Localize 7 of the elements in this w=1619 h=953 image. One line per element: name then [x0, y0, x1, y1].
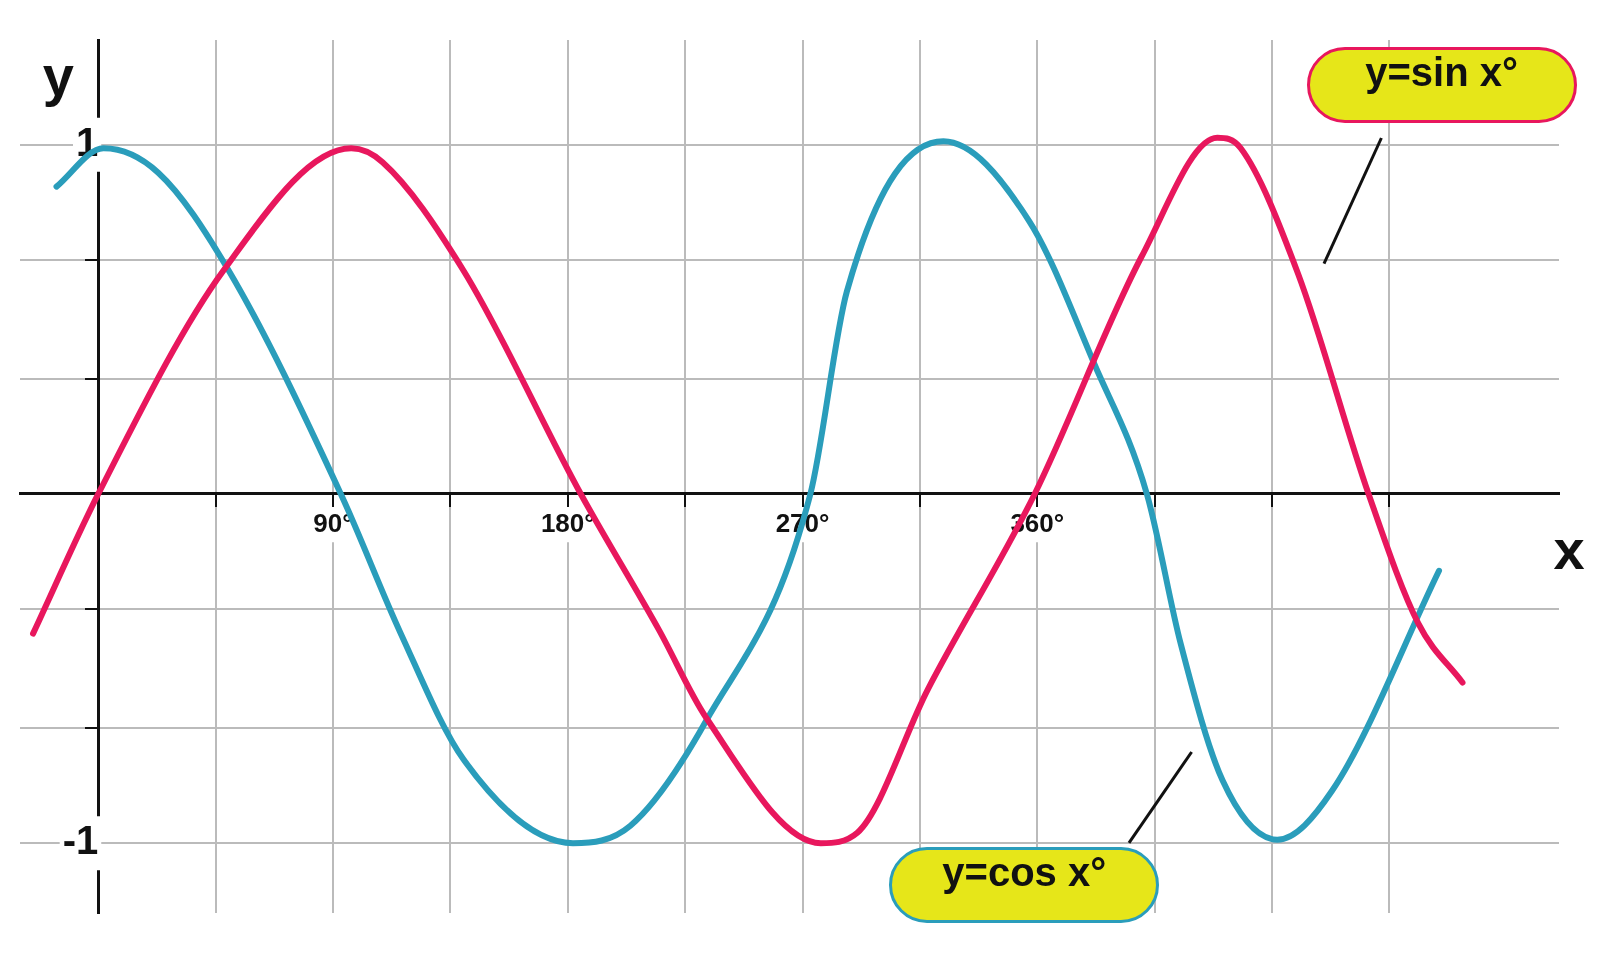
y-axis-title: y — [42, 44, 74, 108]
x-tick-label: 90° — [313, 507, 353, 538]
text: y=sin x° — [1306, 47, 1577, 124]
text: y=cos x° — [889, 847, 1160, 924]
x-tick-label: 180° — [540, 507, 595, 538]
x-axis-title: x — [1553, 518, 1585, 582]
y-tick-label: -1 — [62, 818, 99, 863]
